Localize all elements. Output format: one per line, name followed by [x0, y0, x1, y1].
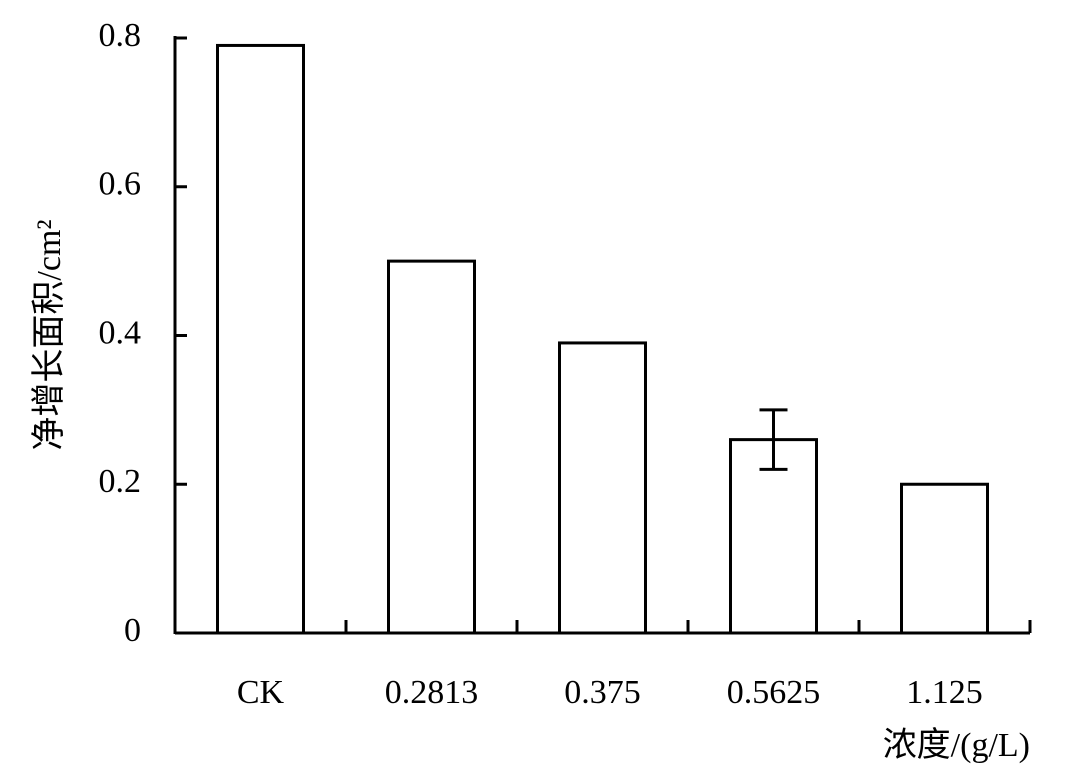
bar [729, 438, 818, 635]
y-axis-label: 净增长面积/cm² [30, 219, 68, 450]
bar [558, 341, 647, 635]
x-tick-label: CK [237, 674, 285, 711]
y-tick-label: 0 [124, 612, 141, 649]
x-tick-label: 0.2813 [385, 674, 479, 711]
y-tick-label: 0.6 [99, 166, 142, 203]
y-tick-label: 0.2 [99, 463, 142, 500]
y-tick-label: 0.4 [99, 314, 142, 351]
y-tick-label: 0.8 [99, 17, 142, 54]
x-tick-label: 0.5625 [727, 674, 821, 711]
x-axis-label: 浓度/(g/L) [883, 726, 1030, 764]
bar [900, 482, 989, 635]
x-tick-label: 1.125 [906, 674, 983, 711]
bar [387, 259, 476, 635]
bar [216, 43, 305, 635]
x-tick-label: 0.375 [564, 674, 641, 711]
